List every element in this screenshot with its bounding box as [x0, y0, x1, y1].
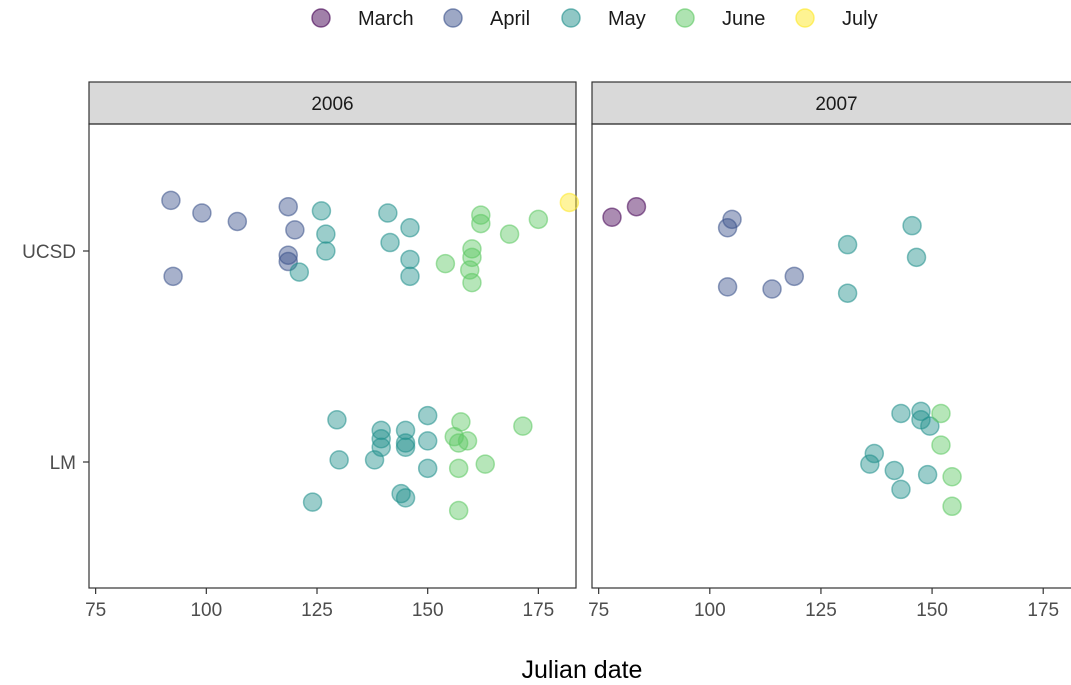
data-point-may	[837, 283, 858, 303]
data-point-april	[717, 277, 738, 297]
legend-label-april: April	[490, 8, 530, 30]
x-tick-label: 75	[588, 600, 609, 621]
x-tick-label: 100	[694, 600, 726, 621]
data-point-may	[400, 218, 420, 238]
data-point-april	[161, 190, 181, 211]
data-point-may	[378, 203, 398, 223]
strip-background	[88, 81, 577, 125]
data-point-april	[762, 279, 782, 299]
legend: March April May June July	[311, 8, 878, 30]
data-point-may	[327, 410, 347, 430]
strip-label-2006: 2006	[311, 94, 353, 115]
data-point-may	[316, 224, 336, 244]
legend-key-march	[311, 8, 331, 28]
y-tick-label-lm: LM	[50, 453, 76, 474]
x-tick-label: 75	[85, 600, 106, 621]
data-point-march	[626, 196, 647, 217]
data-point-april	[278, 245, 298, 265]
legend-label-june: June	[722, 8, 765, 30]
data-point-may	[316, 241, 336, 261]
data-point-april	[192, 203, 212, 223]
x-tick-label: 175	[1027, 600, 1059, 621]
data-point-may	[395, 437, 416, 457]
strip-background	[591, 81, 1071, 125]
data-point-april	[285, 220, 305, 240]
data-point-may	[884, 460, 905, 481]
data-point-may	[329, 450, 349, 470]
data-point-june	[931, 403, 951, 424]
data-point-april	[784, 266, 805, 287]
x-tick-label: 150	[412, 600, 444, 621]
legend-label-may: May	[608, 8, 646, 30]
data-point-june	[435, 253, 456, 274]
y-tick-label-ucsd: UCSD	[22, 242, 76, 263]
data-point-june	[462, 272, 482, 293]
data-point-may	[891, 479, 911, 500]
data-point-july	[559, 192, 580, 213]
x-tick-label: 150	[916, 600, 948, 621]
y-axis: LM UCSD	[22, 242, 89, 474]
panel-border	[591, 123, 1071, 589]
panel-2007: 2007 75 100 125 150 175	[588, 81, 1071, 621]
data-point-june	[931, 435, 951, 455]
data-point-april	[227, 211, 248, 232]
strip-label-2007: 2007	[815, 94, 857, 115]
data-point-june	[942, 467, 962, 487]
data-point-june	[499, 224, 520, 244]
data-point-june	[942, 496, 962, 517]
data-point-may	[364, 450, 385, 470]
data-point-june	[475, 454, 495, 474]
data-point-april	[717, 218, 738, 238]
x-tick-label: 100	[190, 600, 222, 621]
data-point-june	[448, 458, 469, 479]
legend-label-march: March	[358, 8, 414, 30]
data-point-may	[395, 433, 416, 453]
data-point-may	[860, 454, 880, 474]
data-point-may	[920, 416, 940, 436]
data-point-may	[906, 247, 927, 268]
legend-key-may	[561, 8, 581, 28]
x-tick-label: 125	[301, 600, 333, 621]
data-point-june	[448, 433, 469, 453]
data-point-june	[471, 213, 491, 234]
x-tick-label: 125	[805, 600, 837, 621]
data-point-may	[917, 464, 938, 485]
data-point-may	[400, 249, 420, 270]
data-point-may	[417, 458, 438, 479]
data-point-may	[417, 431, 438, 451]
data-point-april	[163, 266, 183, 287]
data-point-may	[902, 215, 922, 236]
panel-2006: 2006 75 100 125 150 175	[85, 81, 580, 621]
legend-key-july	[795, 8, 815, 28]
data-point-may	[891, 403, 911, 424]
data-point-june	[528, 209, 549, 230]
legend-label-july: July	[842, 8, 878, 30]
panel-border	[88, 123, 577, 589]
data-point-may	[311, 201, 332, 221]
panels: 2006 75 100 125 150 175 2007 75 100 125 150 175	[85, 81, 1071, 621]
data-point-april	[278, 196, 298, 217]
x-axis-title: Julian date	[522, 656, 643, 684]
data-point-may	[395, 488, 416, 508]
data-point-may	[417, 405, 438, 426]
legend-key-april	[443, 8, 463, 28]
data-point-may	[864, 443, 885, 464]
data-point-may	[289, 262, 310, 282]
data-point-may	[400, 266, 420, 287]
data-point-may	[837, 234, 858, 255]
data-point-may	[380, 232, 400, 253]
legend-key-june	[675, 8, 695, 28]
data-point-june	[448, 500, 469, 521]
data-point-may	[302, 492, 323, 512]
x-tick-label: 175	[523, 600, 555, 621]
data-point-march	[602, 207, 622, 227]
data-point-june	[513, 416, 533, 436]
